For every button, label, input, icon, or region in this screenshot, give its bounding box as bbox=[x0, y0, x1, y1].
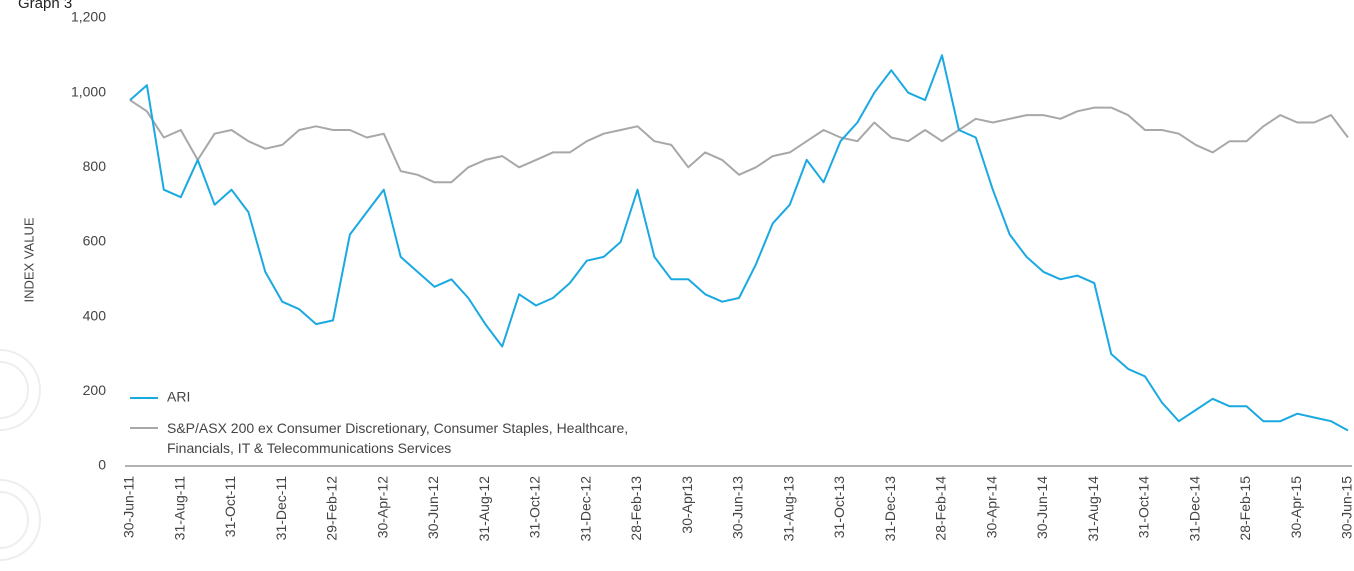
legend-label: S&P/ASX 200 ex Consumer Discretionary, C… bbox=[167, 420, 629, 456]
y-tick-label: 200 bbox=[83, 382, 107, 398]
x-tick-label: 30-Jun-13 bbox=[730, 476, 746, 539]
x-tick-label: 31-Oct-12 bbox=[527, 476, 543, 538]
y-tick-label: 600 bbox=[83, 233, 107, 249]
chart-title: Graph 3 bbox=[18, 0, 72, 12]
x-tick-label: 29-Feb-12 bbox=[324, 476, 340, 541]
x-tick-label: 31-Aug-13 bbox=[780, 476, 796, 542]
x-tick-label: 31-Oct-13 bbox=[831, 476, 847, 538]
y-tick-label: 800 bbox=[83, 158, 107, 174]
legend-label: ARI bbox=[167, 389, 190, 405]
x-tick-label: 31-Oct-11 bbox=[222, 476, 238, 537]
decoration bbox=[0, 349, 41, 561]
x-tick-label: 31-Aug-11 bbox=[171, 476, 187, 541]
x-tick-label: 31-Aug-12 bbox=[476, 476, 492, 542]
x-tick-label: 30-Jun-14 bbox=[1034, 476, 1050, 539]
y-tick-label: 1,200 bbox=[71, 9, 106, 25]
x-tick-label: 30-Apr-12 bbox=[374, 476, 390, 538]
data-line bbox=[129, 54, 1349, 432]
y-tick-label: 400 bbox=[83, 307, 107, 323]
x-tick-label: 30-Jun-12 bbox=[425, 476, 441, 539]
x-tick-label: 30-Apr13 bbox=[679, 476, 695, 534]
x-tick-label: 28-Feb-14 bbox=[933, 476, 949, 541]
x-tick-label: 30-Jun-15 bbox=[1339, 476, 1354, 539]
y-tick-label: 0 bbox=[98, 457, 106, 473]
x-tick-label: 30-Jun-11 bbox=[121, 476, 137, 538]
x-tick-label: 28-Feb-13 bbox=[628, 476, 644, 541]
x-tick-label: 30-Apr-14 bbox=[983, 476, 999, 538]
x-tick-label: 31-Oct-14 bbox=[1136, 476, 1152, 538]
x-tick-label: 31-Dec-12 bbox=[577, 476, 593, 542]
x-tick-label: 31-Dec-14 bbox=[1186, 476, 1202, 542]
data-line bbox=[129, 99, 1349, 184]
x-tick-label: 31-Dec-13 bbox=[882, 476, 898, 542]
x-tick-label: 28-Feb-15 bbox=[1237, 476, 1253, 541]
y-tick-label: 1,000 bbox=[71, 83, 106, 99]
y-axis-label: INDEX VALUE bbox=[21, 217, 36, 302]
x-tick-label: 31-Aug-14 bbox=[1085, 476, 1101, 542]
x-tick-label: 31-Dec-11 bbox=[273, 476, 289, 541]
x-tick-label: 30-Apr-15 bbox=[1288, 476, 1304, 538]
